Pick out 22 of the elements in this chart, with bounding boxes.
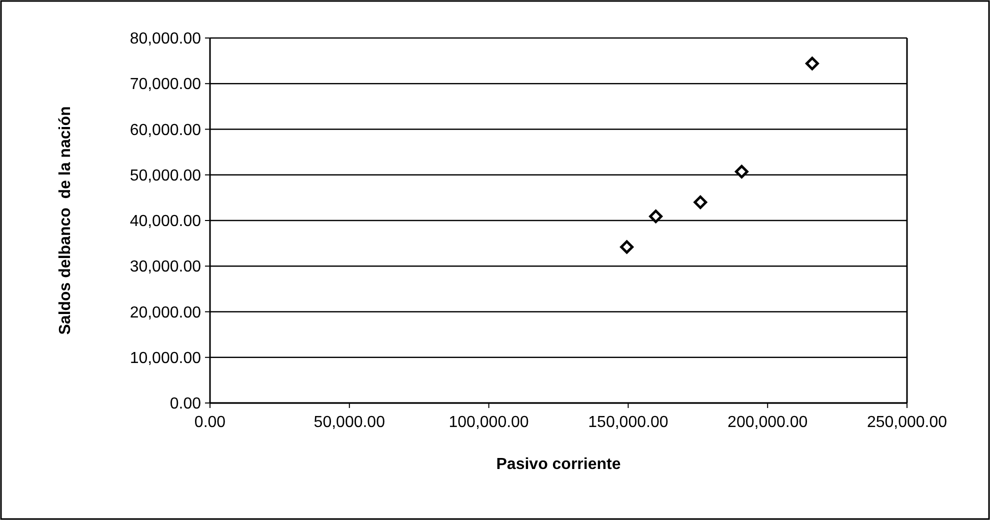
y-tick-label: 10,000.00 <box>130 350 202 367</box>
x-tick-label: 100,000.00 <box>448 414 529 431</box>
y-tick-label: 80,000.00 <box>130 30 202 48</box>
y-tick-label: 30,000.00 <box>130 258 202 276</box>
x-tick-label: 150,000.00 <box>588 414 668 431</box>
y-tick-label: 20,000.00 <box>130 304 202 322</box>
point <box>734 164 748 178</box>
point <box>649 210 663 224</box>
x-tick-label: 50,000.00 <box>314 414 386 431</box>
x-tick-label: 250,000.00 <box>866 414 948 431</box>
point <box>620 240 634 254</box>
x-tick-label: 0.00 <box>194 414 226 431</box>
y-tick-label: 70,000.00 <box>130 76 202 94</box>
y-tick-label: 0.00 <box>170 396 202 413</box>
point <box>694 196 708 209</box>
point <box>805 56 819 70</box>
y-tick-label: 50,000.00 <box>130 167 202 184</box>
y-tick-label: 40,000.00 <box>130 213 202 230</box>
x-axis-title: Pasivo corriente <box>496 456 621 473</box>
x-tick-label: 200,000.00 <box>728 414 808 431</box>
y-axis-title: Saldos delbanco de la nación <box>57 106 74 335</box>
y-tick-label: 60,000.00 <box>130 122 202 139</box>
